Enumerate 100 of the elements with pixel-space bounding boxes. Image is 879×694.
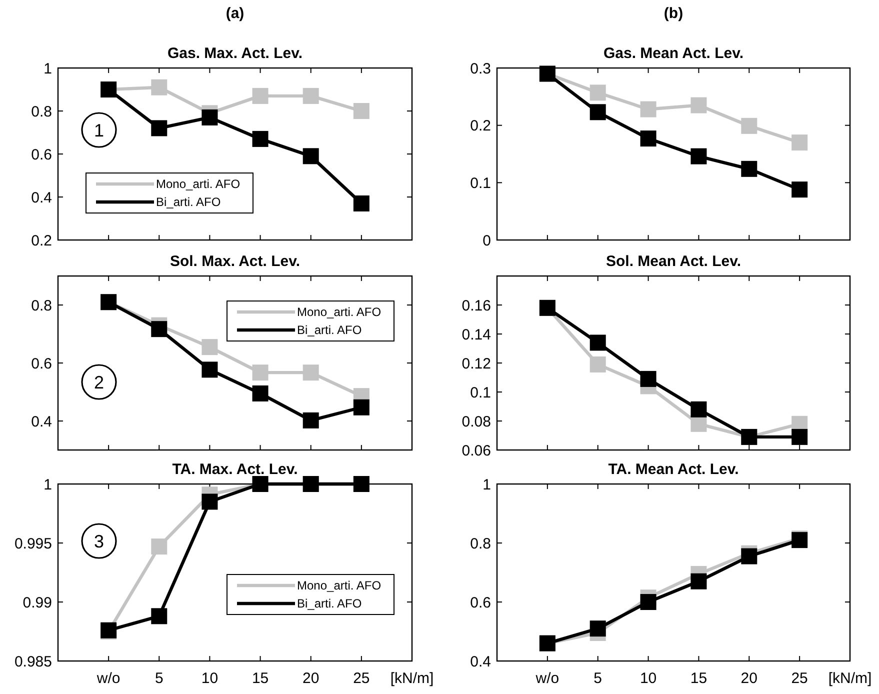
point xyxy=(792,182,808,198)
y-tick-label: 0.985 xyxy=(14,653,52,670)
text: (b) xyxy=(664,5,684,22)
y-tick-label: 0.12 xyxy=(462,355,491,372)
y-tick-label: 0.4 xyxy=(31,189,52,206)
x-axis-title: [kN/m] xyxy=(390,670,434,687)
y-tick-label: 0.16 xyxy=(462,297,491,314)
y-tick-label: 0.2 xyxy=(31,232,52,250)
legend-label: Bi_arti. AFO xyxy=(297,323,362,338)
point xyxy=(640,594,656,610)
y-tick-label: 0.8 xyxy=(31,297,52,314)
y-tick-label: 0.6 xyxy=(31,146,52,164)
x-tick-label: w/o xyxy=(534,670,560,687)
point xyxy=(590,84,606,101)
x-tick-label: w/o xyxy=(96,670,120,687)
point xyxy=(792,134,808,151)
y-tick-label: 0.4 xyxy=(31,413,52,430)
text: (a) xyxy=(226,5,244,22)
legend-label: Bi_arti. AFO xyxy=(297,596,362,611)
legend-label: Mono_arti. AFO xyxy=(297,578,382,593)
point xyxy=(690,401,707,418)
x-tick-label: 20 xyxy=(740,670,758,687)
point xyxy=(252,130,268,147)
chart-title: Gas. Max. Act. Lev. xyxy=(167,45,303,62)
point xyxy=(353,399,370,416)
point xyxy=(690,573,707,590)
point xyxy=(590,356,606,372)
x-tick-label: 20 xyxy=(302,670,320,687)
y-tick-label: 0.995 xyxy=(14,535,52,552)
point xyxy=(640,370,656,387)
y-tick-label: 0.8 xyxy=(470,535,491,552)
point xyxy=(640,101,656,118)
point xyxy=(302,412,319,428)
y-tick-label: 0.08 xyxy=(462,413,491,430)
point xyxy=(151,120,168,136)
annotation: 3 xyxy=(94,531,104,552)
annotation: 2 xyxy=(94,372,104,392)
y-tick-label: 0.99 xyxy=(22,594,52,612)
y-tick-label: 1 xyxy=(44,476,52,494)
point xyxy=(151,79,168,96)
point xyxy=(590,620,606,637)
point xyxy=(202,109,218,126)
point xyxy=(741,118,758,134)
point xyxy=(151,538,168,555)
point xyxy=(252,364,268,381)
point xyxy=(353,103,370,119)
point xyxy=(741,548,758,564)
x-tick-label: 25 xyxy=(791,670,808,687)
annotation: 1 xyxy=(94,120,104,140)
circled-number: 1 xyxy=(81,112,117,148)
point xyxy=(640,130,656,147)
point xyxy=(202,362,218,378)
point xyxy=(151,608,168,624)
point xyxy=(202,339,218,356)
x-tick-label: 5 xyxy=(154,670,164,687)
x-tick-label: 5 xyxy=(594,670,602,687)
point xyxy=(690,148,707,164)
x-tick-label: 15 xyxy=(690,670,708,687)
y-tick-label: 0.8 xyxy=(31,103,52,120)
chart-title: Gas. Mean Act. Lev. xyxy=(603,45,744,62)
x-tick-label: 10 xyxy=(640,670,657,687)
chart-title: Sol. Mean Act. Lev. xyxy=(606,253,742,270)
y-tick-label: 0 xyxy=(482,232,491,250)
y-tick-label: 1 xyxy=(482,476,491,494)
x-tick-label: 10 xyxy=(201,670,218,687)
point xyxy=(590,104,606,120)
circled-number: 3 xyxy=(81,523,117,559)
x-axis-title: [kN/m] xyxy=(828,670,872,687)
chart-title: TA. Mean Act. Lev. xyxy=(608,461,739,478)
point xyxy=(792,428,808,445)
point xyxy=(252,385,268,402)
x-tick-label: 25 xyxy=(353,670,370,687)
y-tick-label: 0.1 xyxy=(470,384,491,402)
y-tick-label: 0.1 xyxy=(470,174,491,192)
point xyxy=(302,88,319,104)
point xyxy=(741,160,758,177)
point xyxy=(690,416,707,432)
legend-label: Mono_arti. AFO xyxy=(297,305,382,320)
x-tick-label: 15 xyxy=(252,670,269,687)
chart-title: TA. Max. Act. Lev. xyxy=(172,461,298,478)
point xyxy=(690,97,707,114)
point xyxy=(252,88,268,104)
chart-title: Sol. Max. Act. Lev. xyxy=(170,253,300,270)
point xyxy=(151,321,168,338)
y-tick-label: 0.6 xyxy=(31,355,52,372)
point xyxy=(302,364,319,381)
circled-number: 2 xyxy=(81,364,117,400)
point xyxy=(353,195,370,212)
y-tick-label: 0.2 xyxy=(470,118,491,135)
y-tick-label: 1 xyxy=(44,60,52,78)
legend-label: Bi_arti. AFO xyxy=(156,195,221,210)
y-tick-label: 0.3 xyxy=(470,60,491,78)
y-tick-label: 0.06 xyxy=(462,442,491,460)
y-tick-label: 0.4 xyxy=(470,653,491,670)
y-tick-label: 0.6 xyxy=(470,594,491,612)
legend-label: Mono_arti. AFO xyxy=(156,177,240,192)
point xyxy=(590,334,606,351)
y-tick-label: 0.14 xyxy=(462,326,491,344)
point xyxy=(302,148,319,164)
point xyxy=(202,494,218,510)
